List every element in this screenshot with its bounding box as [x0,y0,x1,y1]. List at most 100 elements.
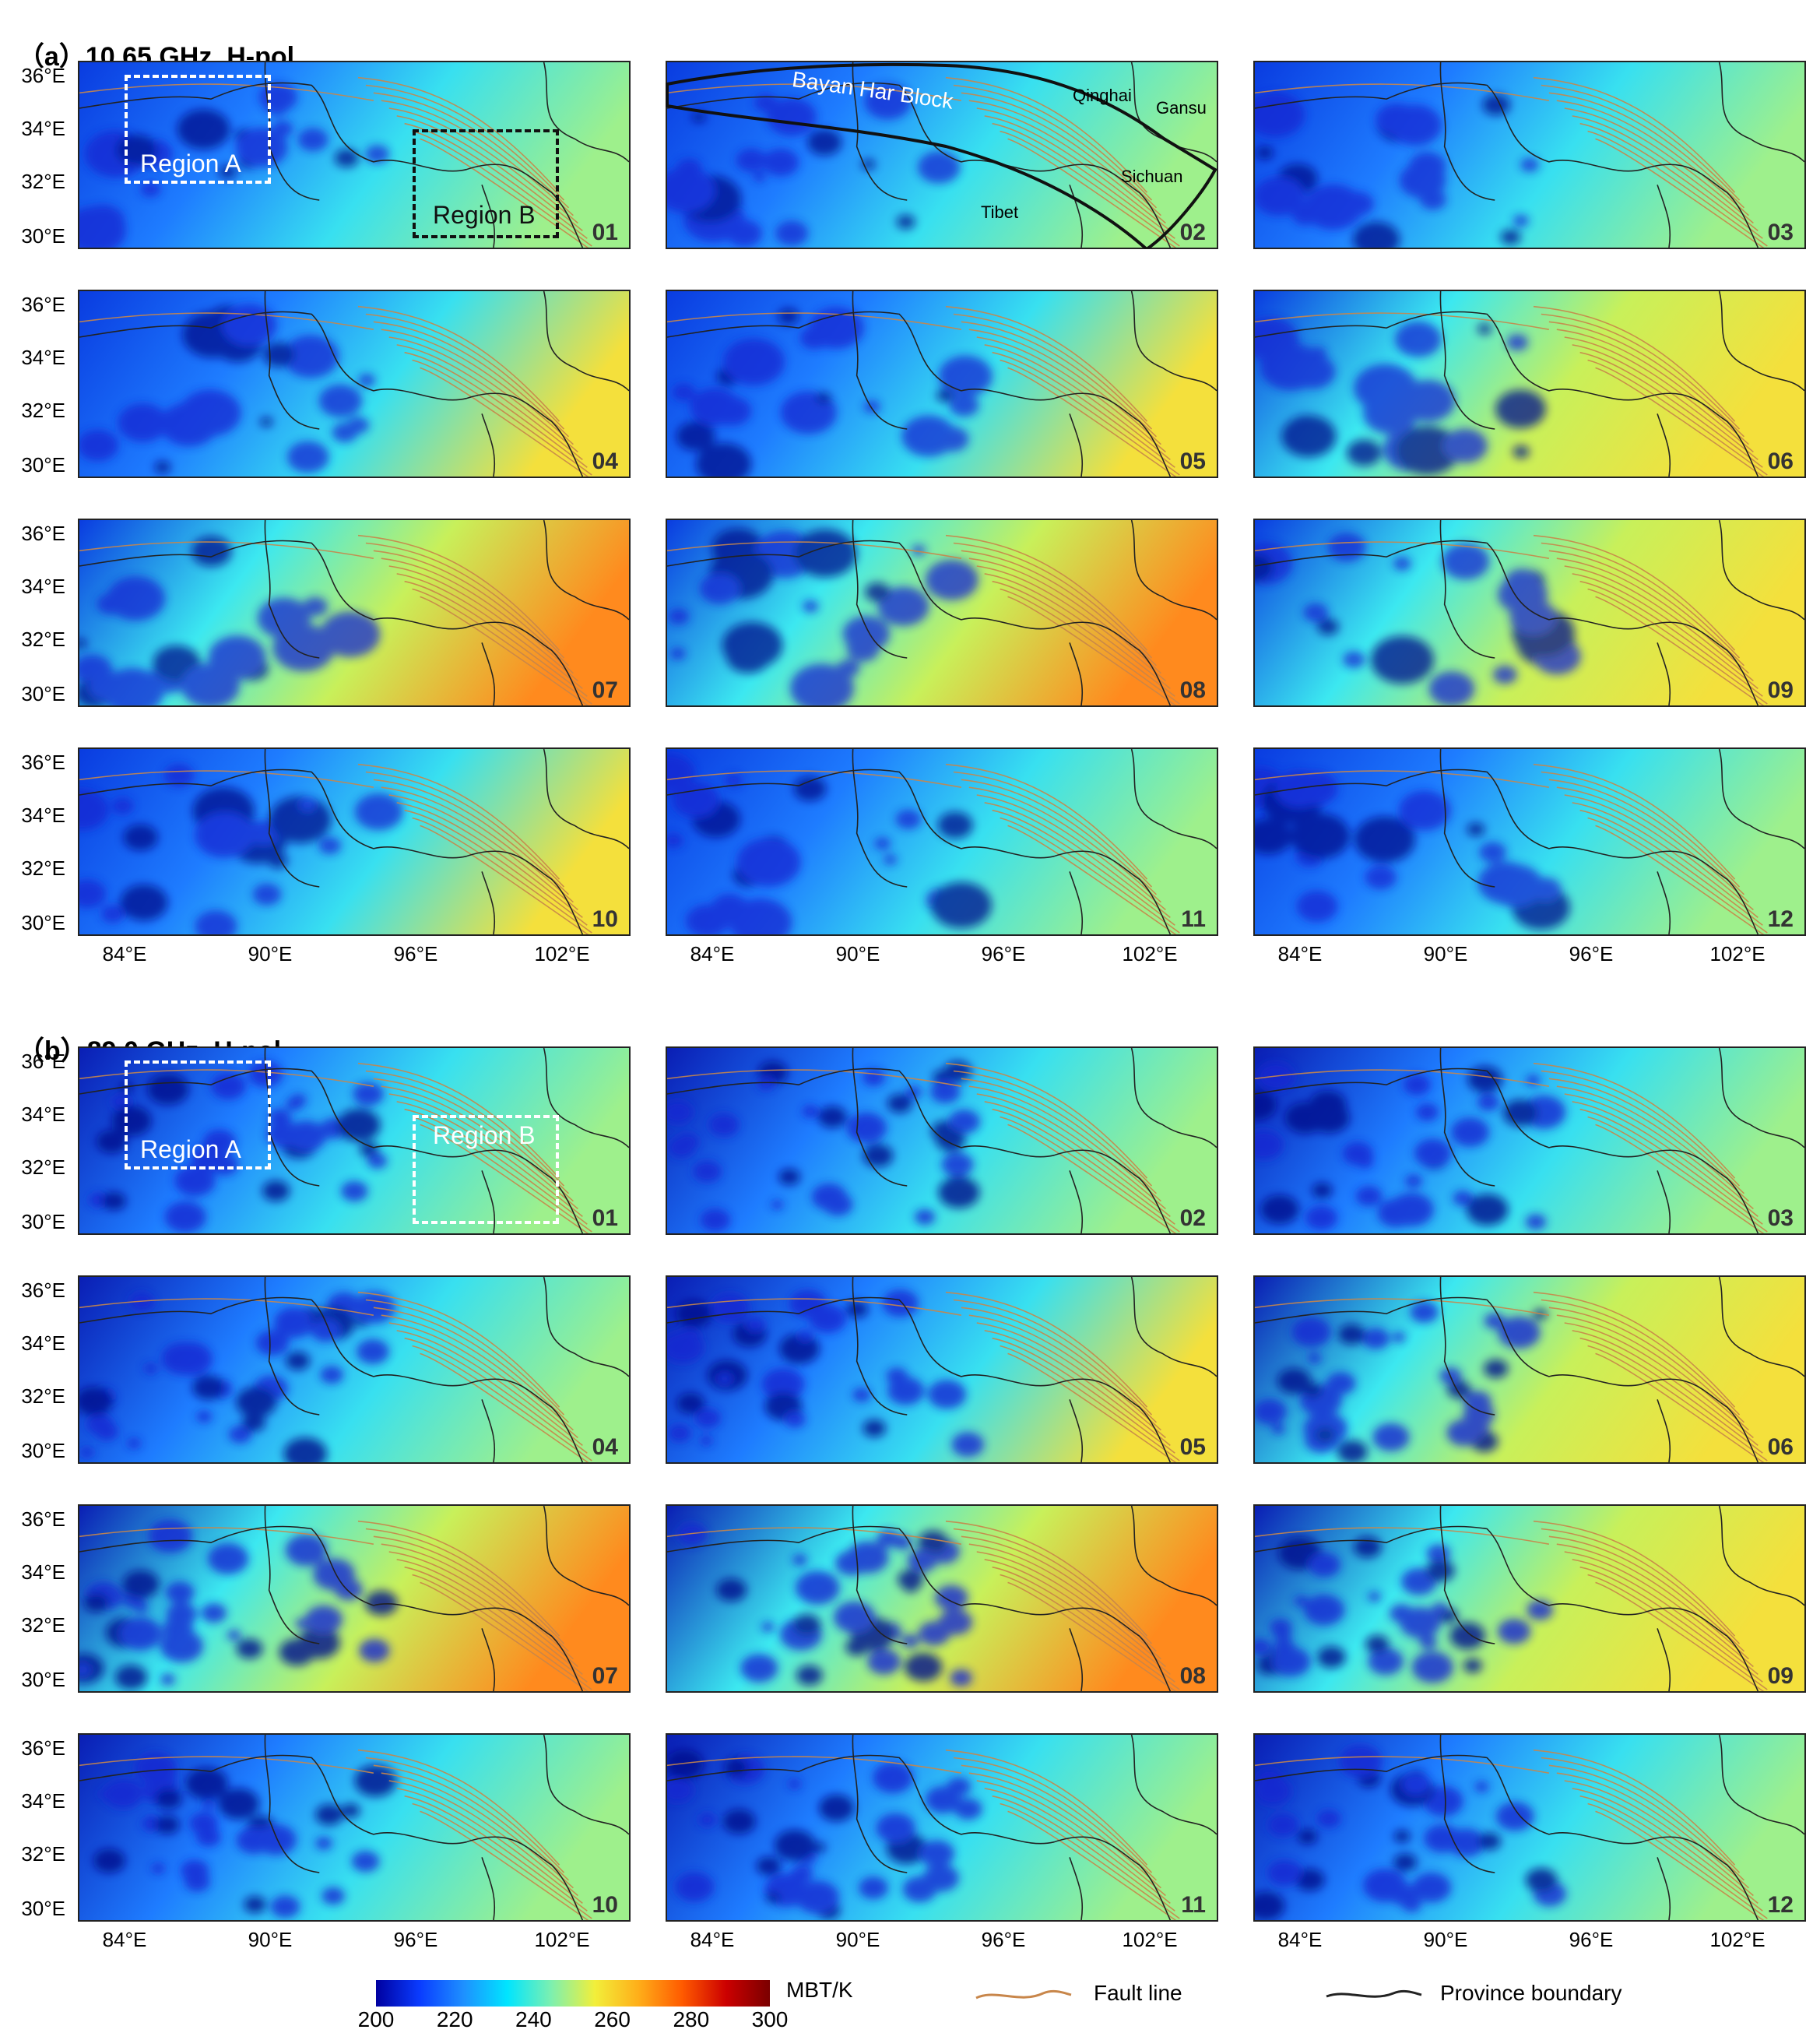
colorbar-unit: MBT/K [786,1978,853,2002]
month-label: 04 [592,448,618,474]
y-tick-label: 34°E [21,804,65,827]
map-panel-b-11: 11 [666,1733,1218,1922]
province-boundary-legend-icon [1326,1989,1422,1998]
y-tick-label: 36°E [21,64,65,87]
map-panel-b-07: 07 [78,1504,631,1693]
map-panel-a-06: 06 [1253,290,1806,478]
month-label: 03 [1767,220,1794,245]
y-tick-label: 30°E [21,1210,65,1233]
region-b-box-b: Region B [413,1115,559,1224]
month-label: 11 [1181,906,1206,932]
y-tick-label: 32°E [21,1842,65,1866]
y-tick-label: 32°E [21,1384,65,1408]
month-label: 05 [1179,448,1206,474]
y-tick-label: 34°E [21,1103,65,1126]
map-panel-b-01: 01 [78,1046,631,1235]
x-tick-label: 102°E [1122,942,1178,965]
region-b-box-a: Region B [413,129,559,238]
month-label: 07 [592,1663,618,1689]
map-panel-a-07: 07 [78,519,631,707]
colorbar-tick-label: 220 [436,2007,473,2031]
map-panel-b-04: 04 [78,1275,631,1464]
y-tick-label: 32°E [21,628,65,651]
y-tick-label: 30°E [21,224,65,248]
map-panel-a-04: 04 [78,290,631,478]
map-panel-a-09: 09 [1253,519,1806,707]
y-tick-label: 36°E [21,522,65,545]
x-tick-label: 102°E [1122,1928,1178,1951]
qinghai-label: Qinghai [1073,86,1132,105]
y-tick-label: 30°E [21,911,65,934]
month-label: 12 [1767,1892,1794,1918]
x-tick-label: 102°E [1709,1928,1766,1951]
region-b-label-a: Region B [433,201,536,229]
map-panel-a-12: 12 [1253,747,1806,936]
month-label: 01 [592,220,618,245]
map-panel-a-11: 11 [666,747,1218,936]
colorbar-tick-label: 300 [751,2007,789,2031]
y-tick-label: 36°E [21,751,65,774]
month-label: 04 [592,1434,618,1460]
gansu-label: Gansu [1156,98,1207,118]
map-panel-a-01: 01 [78,61,631,249]
map-panel-a-05: 05 [666,290,1218,478]
y-tick-label: 34°E [21,575,65,598]
map-panel-b-05: 05 [666,1275,1218,1464]
map-panel-b-08: 08 [666,1504,1218,1693]
month-label: 08 [1179,1663,1206,1689]
x-tick-label: 96°E [1569,942,1614,965]
colorbar-tick-label: 240 [515,2007,552,2031]
tibet-label: Tibet [981,202,1019,222]
colorbar-tick-label: 260 [594,2007,631,2031]
y-tick-label: 30°E [21,1897,65,1920]
x-tick-label: 96°E [981,1928,1026,1951]
y-tick-label: 34°E [21,1789,65,1813]
y-tick-label: 32°E [21,170,65,193]
x-tick-label: 102°E [534,942,590,965]
x-tick-label: 84°E [102,942,147,965]
month-label: 12 [1767,906,1794,932]
x-tick-label: 84°E [102,1928,147,1951]
region-b-label-b: Region B [433,1121,536,1149]
map-panel-a-08: 08 [666,519,1218,707]
map-panel-a-03: 03 [1253,61,1806,249]
map-panel-b-12: 12 [1253,1733,1806,1922]
x-tick-label: 90°E [1423,942,1468,965]
x-tick-label: 96°E [393,942,438,965]
x-tick-label: 96°E [1569,1928,1614,1951]
month-label: 05 [1179,1434,1206,1460]
map-panel-b-03: 03 [1253,1046,1806,1235]
month-label: 06 [1767,1434,1794,1460]
x-tick-label: 84°E [690,1928,735,1951]
month-label: 03 [1767,1205,1794,1231]
sichuan-label: Sichuan [1121,167,1183,186]
y-tick-label: 32°E [21,399,65,422]
y-tick-label: 30°E [21,1439,65,1462]
map-panel-a-02: 02 [666,61,1218,249]
x-tick-label: 96°E [981,942,1026,965]
x-tick-label: 90°E [1423,1928,1468,1951]
map-panel-b-09: 09 [1253,1504,1806,1693]
month-label: 09 [1767,1663,1794,1689]
y-tick-label: 32°E [21,856,65,880]
month-label: 11 [1181,1892,1206,1918]
y-tick-label: 36°E [21,1279,65,1302]
map-panel-a-10: 10 [78,747,631,936]
colorbar-tick-label: 280 [673,2007,710,2031]
month-label: 02 [1179,1205,1206,1231]
section-a-label: （a） [17,42,86,72]
x-tick-label: 102°E [534,1928,590,1951]
month-label: 02 [1179,220,1206,245]
region-a-label-a: Region A [140,149,241,178]
x-tick-label: 90°E [835,942,880,965]
colorbar-tick-label: 200 [357,2007,395,2031]
month-label: 10 [592,906,618,932]
x-tick-label: 90°E [248,942,293,965]
month-label: 08 [1179,677,1206,703]
x-tick-label: 90°E [835,1928,880,1951]
y-tick-label: 36°E [21,293,65,316]
y-tick-label: 32°E [21,1155,65,1179]
province-boundary-legend: Province boundary [1440,1981,1622,2005]
fault-line-legend: Fault line [1094,1981,1182,2005]
y-tick-label: 30°E [21,453,65,477]
